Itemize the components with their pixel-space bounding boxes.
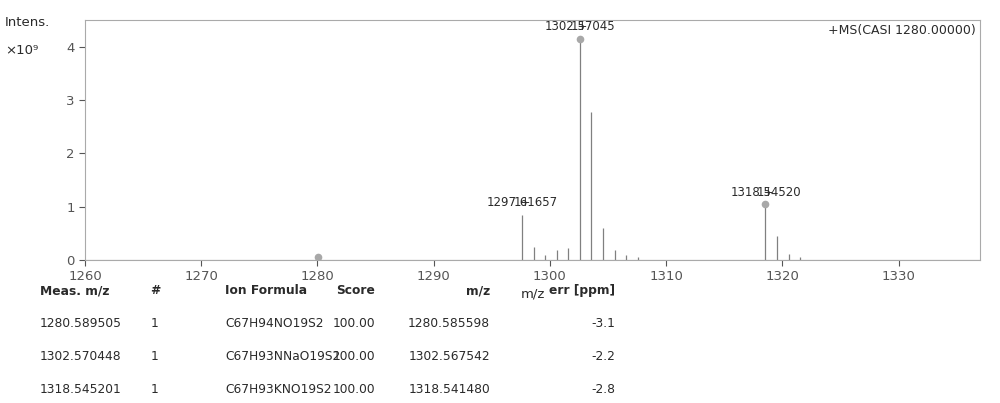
Text: C67H94NO19S2: C67H94NO19S2 [225, 317, 324, 330]
Text: m/z: m/z [466, 284, 490, 297]
Text: 1280.589505: 1280.589505 [40, 317, 122, 330]
Text: 1302.570448: 1302.570448 [40, 350, 122, 363]
Text: 1+: 1+ [571, 21, 588, 33]
Text: 1: 1 [151, 317, 159, 330]
Text: -2.2: -2.2 [591, 350, 615, 363]
Text: 1302.567542: 1302.567542 [408, 350, 490, 363]
Text: 1+: 1+ [514, 196, 531, 209]
Text: +MS(CASI 1280.00000): +MS(CASI 1280.00000) [828, 24, 976, 37]
Text: err [ppm]: err [ppm] [549, 284, 615, 297]
Text: Intens.: Intens. [5, 16, 50, 29]
X-axis label: m/z: m/z [520, 287, 545, 301]
Text: 100.00: 100.00 [332, 350, 375, 363]
Text: 1318.541480: 1318.541480 [408, 383, 490, 396]
Text: Meas. m/z: Meas. m/z [40, 284, 110, 297]
Text: C67H93KNO19S2: C67H93KNO19S2 [225, 383, 332, 396]
Text: 1: 1 [151, 350, 159, 363]
Text: C67H93NNaO19S2: C67H93NNaO19S2 [225, 350, 340, 363]
Text: 100.00: 100.00 [332, 317, 375, 330]
Text: 1+: 1+ [757, 186, 774, 199]
Text: #: # [150, 284, 160, 297]
Text: 1: 1 [151, 383, 159, 396]
Text: 1318.54520: 1318.54520 [730, 170, 801, 199]
Text: -3.1: -3.1 [591, 317, 615, 330]
Text: Score: Score [336, 284, 375, 297]
Text: 1297.61657: 1297.61657 [487, 181, 558, 209]
Text: Ion Formula: Ion Formula [225, 284, 307, 297]
Text: ×10⁹: ×10⁹ [5, 44, 38, 57]
Text: 100.00: 100.00 [332, 383, 375, 396]
Text: 1302.57045: 1302.57045 [544, 6, 615, 33]
Text: 1280.585598: 1280.585598 [408, 317, 490, 330]
Text: -2.8: -2.8 [591, 383, 615, 396]
Text: 1318.545201: 1318.545201 [40, 383, 122, 396]
